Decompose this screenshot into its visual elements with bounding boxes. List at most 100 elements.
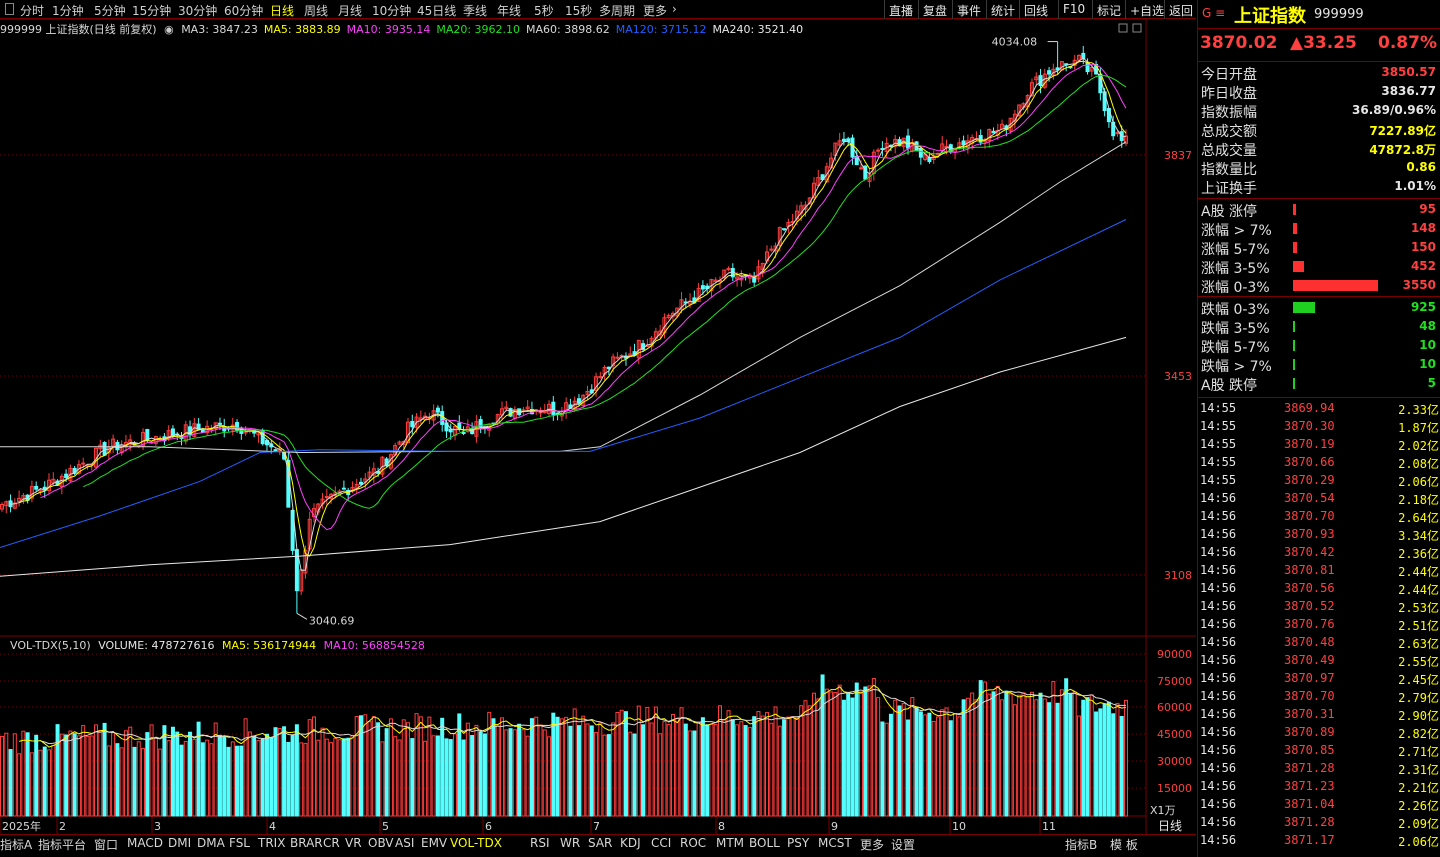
- tick-amount: 2.44亿: [1398, 583, 1439, 597]
- template-tab[interactable]: 模 板: [1110, 838, 1138, 852]
- volume-bar: [547, 736, 552, 817]
- period-15[interactable]: 多周期: [599, 4, 636, 18]
- quote-value: 36.89/0.96%: [1352, 103, 1436, 117]
- indicator-tab-9[interactable]: CR: [323, 836, 340, 850]
- indicator-tab-12[interactable]: ASI: [395, 836, 415, 850]
- period-10[interactable]: 45日线: [417, 4, 457, 18]
- volume-bar: [906, 719, 911, 817]
- period-12[interactable]: 年线: [497, 4, 522, 18]
- period-3[interactable]: 15分钟: [132, 4, 172, 18]
- volume-bar: [508, 728, 513, 817]
- volume-bar: [581, 715, 586, 817]
- tick-price: 3870.31: [1284, 707, 1335, 721]
- volume-bar: [29, 752, 34, 817]
- volume-bar: [782, 719, 787, 817]
- indicator-tab-20[interactable]: ROC: [680, 836, 707, 850]
- period-14[interactable]: 15秒: [565, 4, 593, 18]
- candle-body: [576, 398, 581, 404]
- period-13[interactable]: 5秒: [534, 4, 554, 18]
- indicator-tab-23[interactable]: PSY: [787, 836, 810, 850]
- window-max-icon: [1132, 23, 1142, 33]
- period-7[interactable]: 周线: [304, 4, 329, 18]
- period-4[interactable]: 30分钟: [178, 4, 218, 18]
- indicator-b-tab[interactable]: 指标B: [1065, 838, 1098, 852]
- indicator-tab-8[interactable]: BRAR: [290, 836, 323, 850]
- indicator-tab-3[interactable]: MACD: [127, 836, 163, 850]
- indicator-tab-4[interactable]: DMI: [168, 836, 192, 850]
- settings-dot-icon[interactable]: ◉: [164, 23, 174, 36]
- volume-bar: [876, 697, 881, 817]
- group-icon[interactable]: G ≡: [1202, 6, 1226, 20]
- period-8[interactable]: 月线: [338, 4, 363, 18]
- volume-bar: [645, 706, 650, 817]
- price-axis-label: 3108: [1164, 569, 1192, 582]
- volume-bar: [303, 742, 308, 817]
- indicator-tab-19[interactable]: CCI: [651, 836, 672, 850]
- candle-body: [726, 267, 731, 271]
- indicator-tab-15[interactable]: RSI: [530, 836, 550, 850]
- candle-body: [961, 140, 966, 146]
- period-1[interactable]: 1分钟: [52, 4, 84, 18]
- indicator-tab-17[interactable]: SAR: [588, 836, 613, 850]
- toolbar-button-7[interactable]: +自选: [1125, 0, 1168, 19]
- candle-body: [508, 408, 513, 417]
- volume-bar: [239, 745, 244, 817]
- volume-bar: [880, 721, 885, 817]
- indicator-tab-5[interactable]: DMA: [197, 836, 225, 850]
- indicator-tab-21[interactable]: MTM: [716, 836, 745, 850]
- toolbar-button-0[interactable]: 直播: [884, 0, 917, 19]
- toolbar-button-2[interactable]: 事件: [952, 0, 985, 19]
- candle-body: [1029, 82, 1034, 96]
- volume-bar: [115, 743, 120, 817]
- volume-bar: [1068, 692, 1073, 817]
- indicator-tab-18[interactable]: KDJ: [620, 836, 641, 850]
- volume-bar: [42, 746, 47, 817]
- indicator-tab-10[interactable]: VR: [345, 836, 362, 850]
- candle-body: [406, 421, 411, 444]
- toolbar-button-3[interactable]: 统计: [986, 0, 1019, 19]
- indicator-tab-13[interactable]: EMV: [421, 836, 448, 850]
- tick-amount: 2.90亿: [1398, 709, 1439, 723]
- volume-bar: [628, 731, 633, 817]
- period-6[interactable]: 日线: [270, 4, 295, 18]
- indicator-tab-26[interactable]: 设置: [891, 838, 916, 852]
- period-5[interactable]: 60分钟: [224, 4, 264, 18]
- volume-bar: [1042, 698, 1047, 817]
- volume-bar: [252, 735, 257, 817]
- period-9[interactable]: 10分钟: [372, 4, 412, 18]
- month-label: 9: [831, 820, 838, 833]
- tick-time: 14:56: [1200, 545, 1237, 559]
- volume-bar: [927, 712, 932, 817]
- vol-indicator-label[interactable]: VOL-TDX(5,10): [10, 639, 91, 652]
- toolbar-button-8[interactable]: 返回: [1164, 0, 1197, 19]
- indicator-tab-25[interactable]: 更多: [860, 838, 885, 852]
- indicator-tab-1[interactable]: 指标平台: [38, 838, 87, 852]
- more-chevron-icon[interactable]: ›: [672, 2, 677, 16]
- indicator-tab-7[interactable]: TRIX: [258, 836, 286, 850]
- indicator-tab-0[interactable]: 指标A: [0, 838, 33, 852]
- volume-bar: [162, 725, 167, 817]
- indicator-tab-14[interactable]: VOL-TDX: [450, 836, 502, 850]
- toolbar-button-6[interactable]: 标记: [1092, 0, 1125, 19]
- indicator-tab-24[interactable]: MCST: [818, 836, 852, 850]
- period-0[interactable]: 分时: [20, 4, 45, 18]
- kline-chart[interactable]: 3837345331089000075000600004500030000150…: [0, 0, 1196, 857]
- volume-bar: [1034, 699, 1039, 817]
- indicator-tab-2[interactable]: 窗口: [94, 838, 119, 852]
- period-icon[interactable]: [5, 3, 14, 15]
- candle-body: [598, 376, 603, 379]
- period-2[interactable]: 5分钟: [94, 4, 126, 18]
- period-16[interactable]: 更多: [643, 4, 668, 18]
- volume-bar: [34, 734, 39, 817]
- volume-bar: [679, 707, 684, 817]
- volume-bar: [641, 724, 646, 817]
- toolbar-button-5[interactable]: F10: [1058, 0, 1089, 19]
- indicator-tab-22[interactable]: BOLL: [749, 836, 780, 850]
- toolbar-button-1[interactable]: 复盘: [918, 0, 951, 19]
- period-11[interactable]: 季线: [463, 4, 488, 18]
- indicator-tab-11[interactable]: OBV: [368, 836, 394, 850]
- indicator-tab-16[interactable]: WR: [560, 836, 581, 850]
- toolbar-button-4[interactable]: 回线: [1019, 0, 1052, 19]
- indicator-tab-6[interactable]: FSL: [229, 836, 250, 850]
- candle-body: [615, 356, 620, 359]
